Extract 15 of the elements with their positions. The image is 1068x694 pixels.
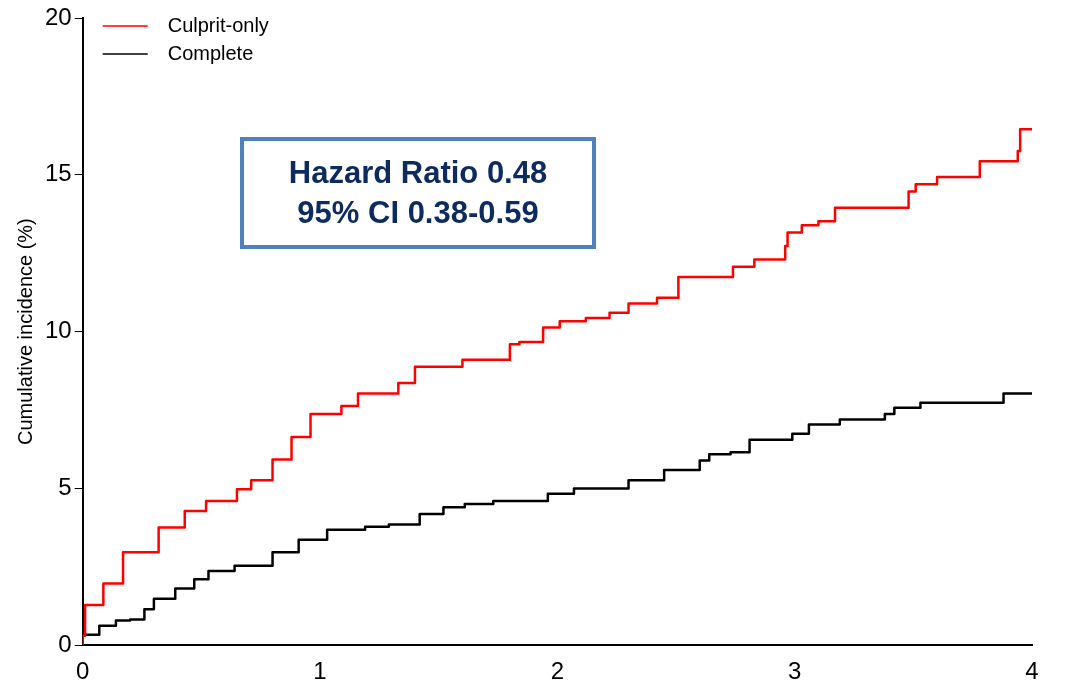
x-tick-label: 0 — [76, 657, 90, 685]
x-tick-label: 2 — [550, 657, 565, 685]
y-tick-label: 5 — [58, 473, 72, 501]
y-tick-label: 10 — [44, 316, 72, 344]
x-tick-label: 4 — [1025, 657, 1039, 685]
x-tick-label: 3 — [787, 657, 802, 685]
y-tick-label: 0 — [58, 629, 72, 657]
annotation: Hazard Ratio 0.48 — [287, 154, 549, 192]
y-tick-label: 15 — [44, 159, 72, 187]
y-tick-label: 20 — [44, 2, 72, 30]
annotation: 95% CI 0.38-0.59 — [296, 194, 540, 232]
x-tick-label: 1 — [313, 657, 327, 685]
legend-label: Culprit-only — [167, 13, 269, 36]
y-axis-title: Cumulative incidence (%) — [13, 218, 36, 445]
legend-label: Complete — [167, 41, 254, 64]
